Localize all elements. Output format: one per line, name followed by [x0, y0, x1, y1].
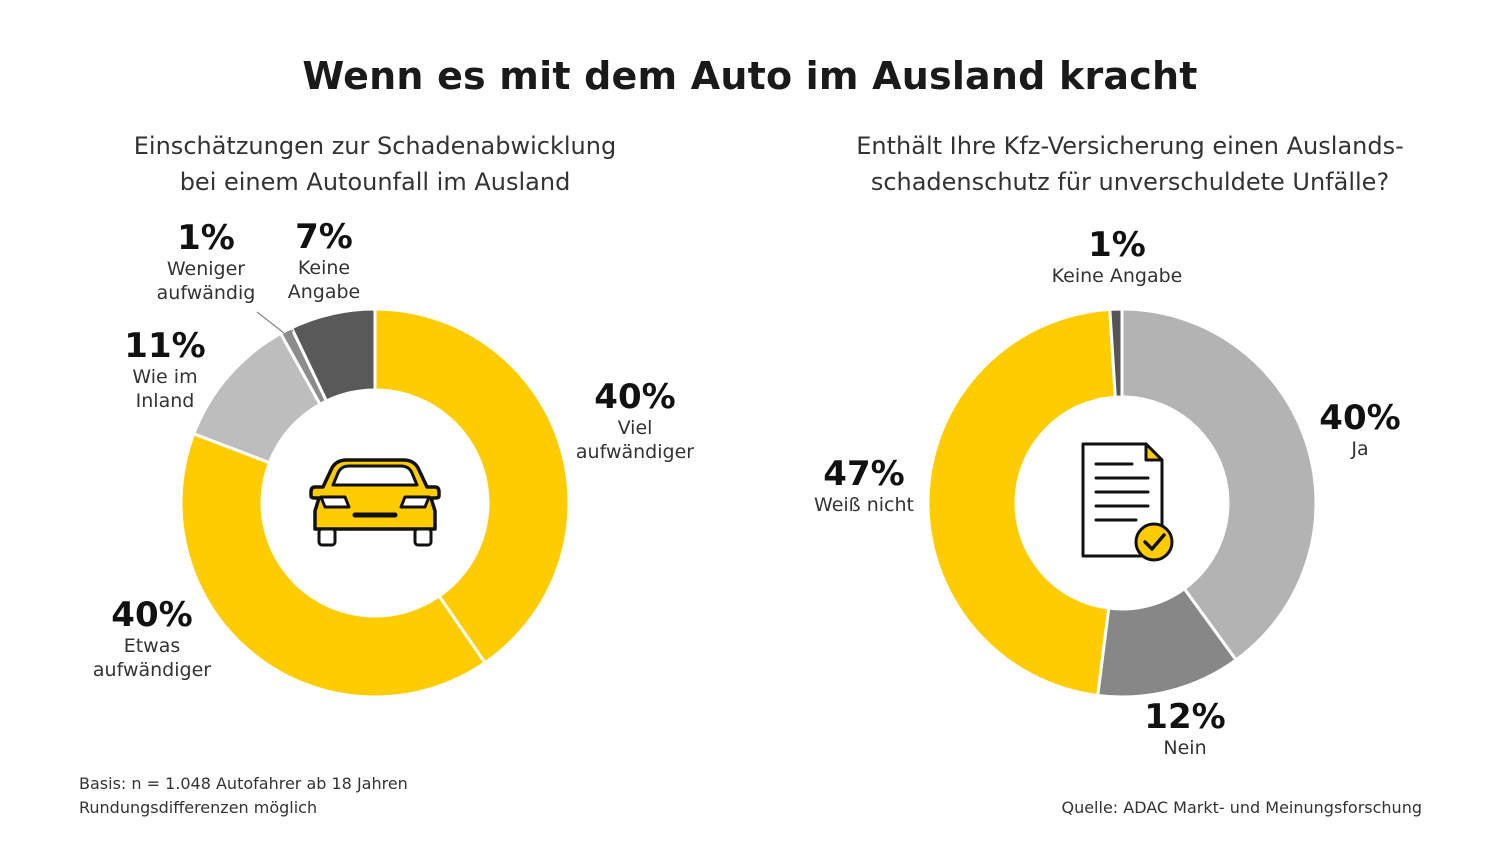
donut-slice: [926, 307, 1117, 698]
label-weniger-aufwaendig: 1% Weniger aufwändig: [157, 219, 256, 305]
leader-line-keine-angabe: [288, 329, 294, 337]
donut-slice: [373, 307, 571, 665]
value-label: 1%: [1088, 225, 1146, 265]
value-label: 1%: [177, 218, 235, 258]
leader-line-weniger: [256, 311, 285, 334]
label-nein: 12% Nein: [1144, 698, 1225, 760]
car-icon: [309, 458, 441, 547]
value-label: 12%: [1144, 697, 1226, 737]
category-label: Viel: [617, 417, 653, 439]
category-label: Angabe: [287, 281, 361, 303]
donut-slice: [179, 431, 488, 699]
value-label: 40%: [111, 595, 193, 635]
category-label: Wie im: [132, 366, 198, 388]
page-title: Wenn es mit dem Auto im Ausland kracht: [302, 54, 1198, 98]
category-label: Ja: [1351, 438, 1369, 460]
donut-slice: [289, 307, 377, 403]
label-weiss-nicht: 47% Weiß nicht: [814, 455, 914, 517]
chart-right-title: Enthält Ihre Kfz-Versicherung einen Ausl…: [820, 128, 1440, 200]
footnote-line-2: Rundungsdifferenzen möglich: [79, 798, 318, 817]
label-wie-im-inland: 11% Wie im Inland: [124, 327, 205, 413]
category-label: aufwändiger: [575, 441, 695, 463]
label-viel-aufwaendiger: 40% Viel aufwändiger: [576, 378, 694, 464]
value-label: 47%: [823, 454, 905, 494]
donut-slice: [1108, 307, 1124, 399]
category-label: aufwändiger: [92, 659, 212, 681]
category-label: Weniger: [166, 258, 246, 280]
category-label: Etwas: [123, 635, 181, 657]
label-keine-angabe-right: 1% Keine Angabe: [1052, 226, 1183, 288]
left-slices: [179, 307, 571, 699]
category-label: Inland: [135, 390, 195, 412]
donut-slice: [1120, 307, 1318, 663]
footnote-basis: Basis: n = 1.048 Autofahrer ab 18 Jahren…: [79, 772, 408, 820]
chart-left-title-line-2: bei einem Autounfall im Ausland: [179, 168, 571, 196]
category-label: Nein: [1163, 737, 1207, 759]
value-label: 40%: [594, 377, 676, 417]
category-label: Keine Angabe: [1051, 265, 1183, 287]
label-ja: 40% Ja: [1319, 399, 1400, 461]
chart-right-title-line-1: Enthält Ihre Kfz-Versicherung einen Ausl…: [856, 132, 1404, 160]
value-label: 11%: [124, 326, 206, 366]
category-label: aufwändig: [156, 282, 256, 304]
category-label: Weiß nicht: [814, 494, 914, 516]
footnote-line-1: Basis: n = 1.048 Autofahrer ab 18 Jahren: [79, 774, 408, 793]
footnote-source: Quelle: ADAC Markt- und Meinungsforschun…: [1061, 798, 1422, 817]
right-slices: [926, 307, 1318, 699]
value-label: 40%: [1319, 398, 1401, 438]
value-label: 7%: [295, 217, 353, 257]
chart-left-title-line-1: Einschätzungen zur Schadenabwicklung: [133, 132, 617, 160]
label-etwas-aufwaendiger: 40% Etwas aufwändiger: [93, 596, 211, 682]
label-keine-angabe-left: 7% Keine Angabe: [288, 218, 361, 304]
category-label: Keine: [297, 257, 351, 279]
document-check-icon: [1081, 442, 1174, 562]
chart-right-title-line-2: schadenschutz für unverschuldete Unfälle…: [870, 168, 1390, 196]
chart-left-title: Einschätzungen zur Schadenabwicklung bei…: [75, 128, 675, 200]
